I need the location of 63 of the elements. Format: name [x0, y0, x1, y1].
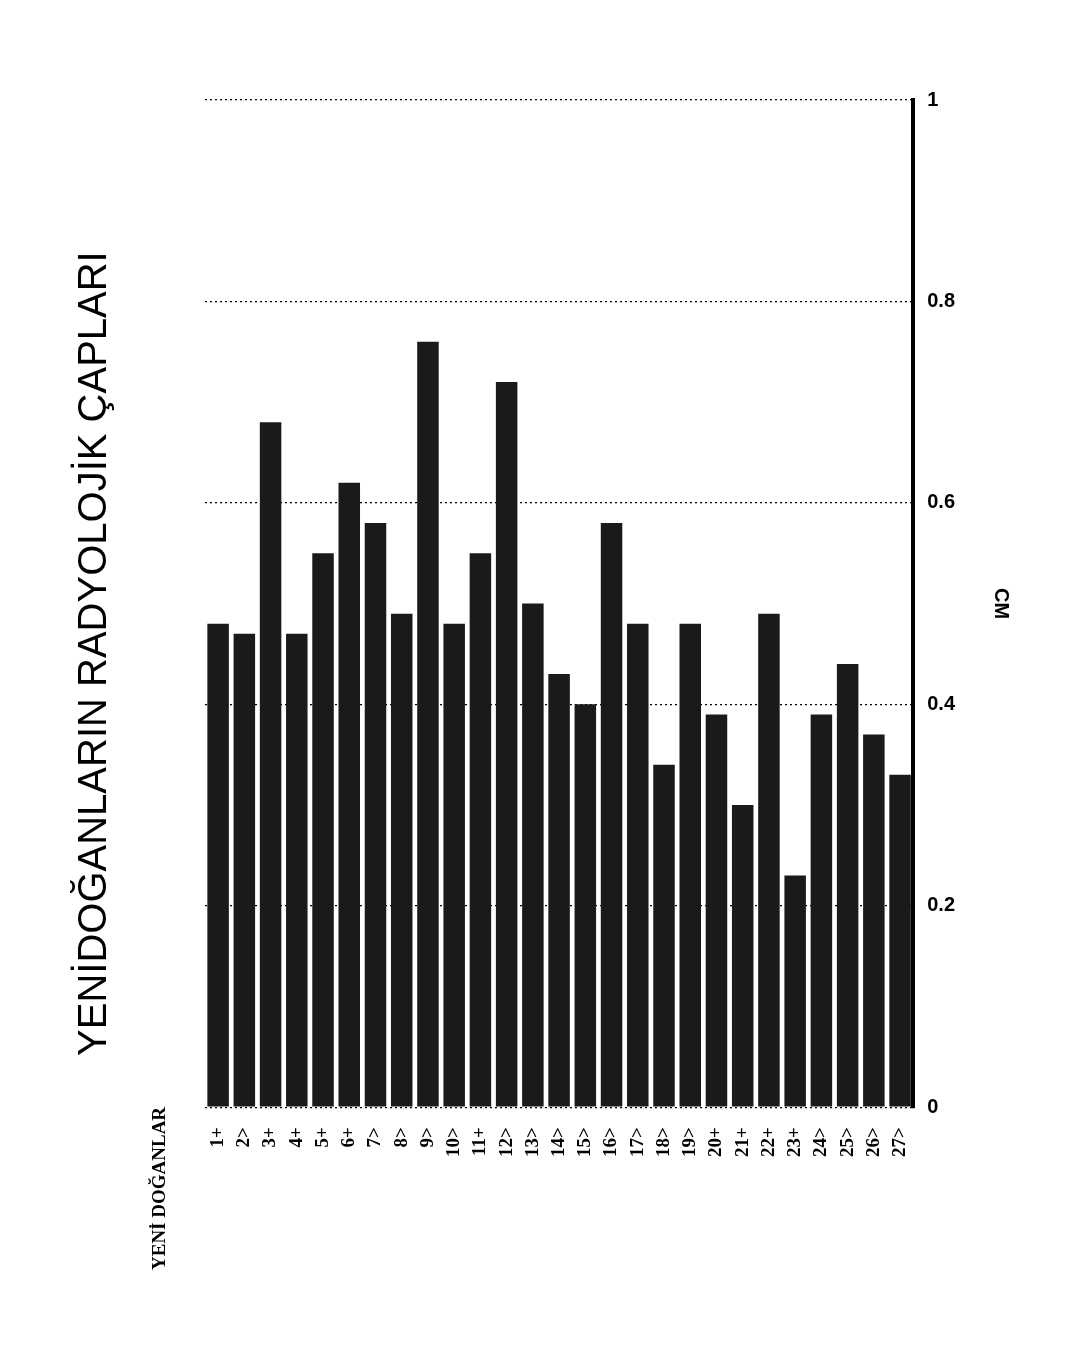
- bar: [836, 664, 859, 1107]
- x-tick-label: 4+: [284, 1127, 306, 1148]
- text: YENİ DOĞANLAR: [147, 1106, 169, 1270]
- x-tick-label: 24>: [809, 1127, 831, 1157]
- y-tick-label: 0.4: [927, 691, 956, 714]
- x-tick-label: 16>: [599, 1127, 621, 1157]
- text: YENİDOĞANLARIN RADYOLOJİK ÇAPLARI: [70, 251, 115, 1056]
- x-tick-label: 11+: [468, 1127, 490, 1156]
- bar: [600, 523, 623, 1107]
- x-tick-label: 25>: [835, 1127, 857, 1157]
- x-tick-label: 13>: [520, 1127, 542, 1157]
- x-tick-label: 15>: [573, 1127, 595, 1157]
- bar: [338, 482, 361, 1107]
- y-axis-title: CM: [991, 588, 1014, 620]
- bar: [889, 774, 911, 1107]
- bar: [863, 734, 885, 1107]
- bar: [731, 805, 754, 1107]
- x-tick-label: 6+: [337, 1127, 359, 1148]
- bar: [705, 714, 728, 1107]
- x-tick-label: 5+: [310, 1127, 332, 1148]
- bar: [758, 613, 780, 1107]
- x-tick-label: 26>: [861, 1127, 883, 1157]
- bar: [784, 875, 806, 1107]
- x-tick-label: 3+: [258, 1127, 280, 1148]
- bar: [679, 623, 701, 1107]
- x-tick-label: 10>: [442, 1127, 464, 1157]
- bar: [259, 422, 282, 1107]
- y-tick-label: 0: [927, 1094, 939, 1117]
- bar: [469, 553, 492, 1107]
- bar: [364, 523, 387, 1107]
- x-tick-label: 8>: [389, 1127, 411, 1148]
- bar: [286, 633, 308, 1107]
- x-tick-label: 12>: [494, 1127, 516, 1157]
- bar: [627, 623, 649, 1107]
- bar: [653, 764, 675, 1107]
- x-tick-label: 1+: [206, 1127, 228, 1148]
- bar: [443, 623, 465, 1107]
- x-tick-label: 18>: [651, 1127, 673, 1157]
- x-tick-label: 7>: [363, 1127, 385, 1148]
- x-tick-label: 14>: [547, 1127, 568, 1157]
- x-tick-label: 19>: [678, 1127, 700, 1157]
- bar: [417, 341, 439, 1107]
- bar: [574, 704, 597, 1107]
- y-tick-label: 1: [927, 87, 939, 110]
- bar: [495, 382, 518, 1107]
- x-tick-label: 21+: [730, 1127, 752, 1157]
- x-tick-label: 23+: [783, 1127, 805, 1157]
- x-tick-label: 22+: [756, 1127, 778, 1157]
- x-tick-label: 20+: [704, 1127, 726, 1157]
- y-tick-label: 0.2: [927, 893, 956, 916]
- x-tick-label: 2>: [232, 1127, 254, 1148]
- x-tick-label: 9>: [415, 1127, 437, 1148]
- bar: [207, 623, 229, 1107]
- bar: [522, 603, 544, 1107]
- x-tick-label: 17>: [625, 1127, 647, 1157]
- bar: [548, 674, 570, 1107]
- bar: [810, 714, 833, 1107]
- bar: [312, 553, 334, 1107]
- bar: [390, 613, 413, 1107]
- y-tick-label: 0.6: [927, 490, 956, 513]
- bar: [233, 633, 256, 1107]
- x-tick-label: 27>: [887, 1127, 909, 1157]
- y-tick-label: 0.8: [927, 288, 956, 311]
